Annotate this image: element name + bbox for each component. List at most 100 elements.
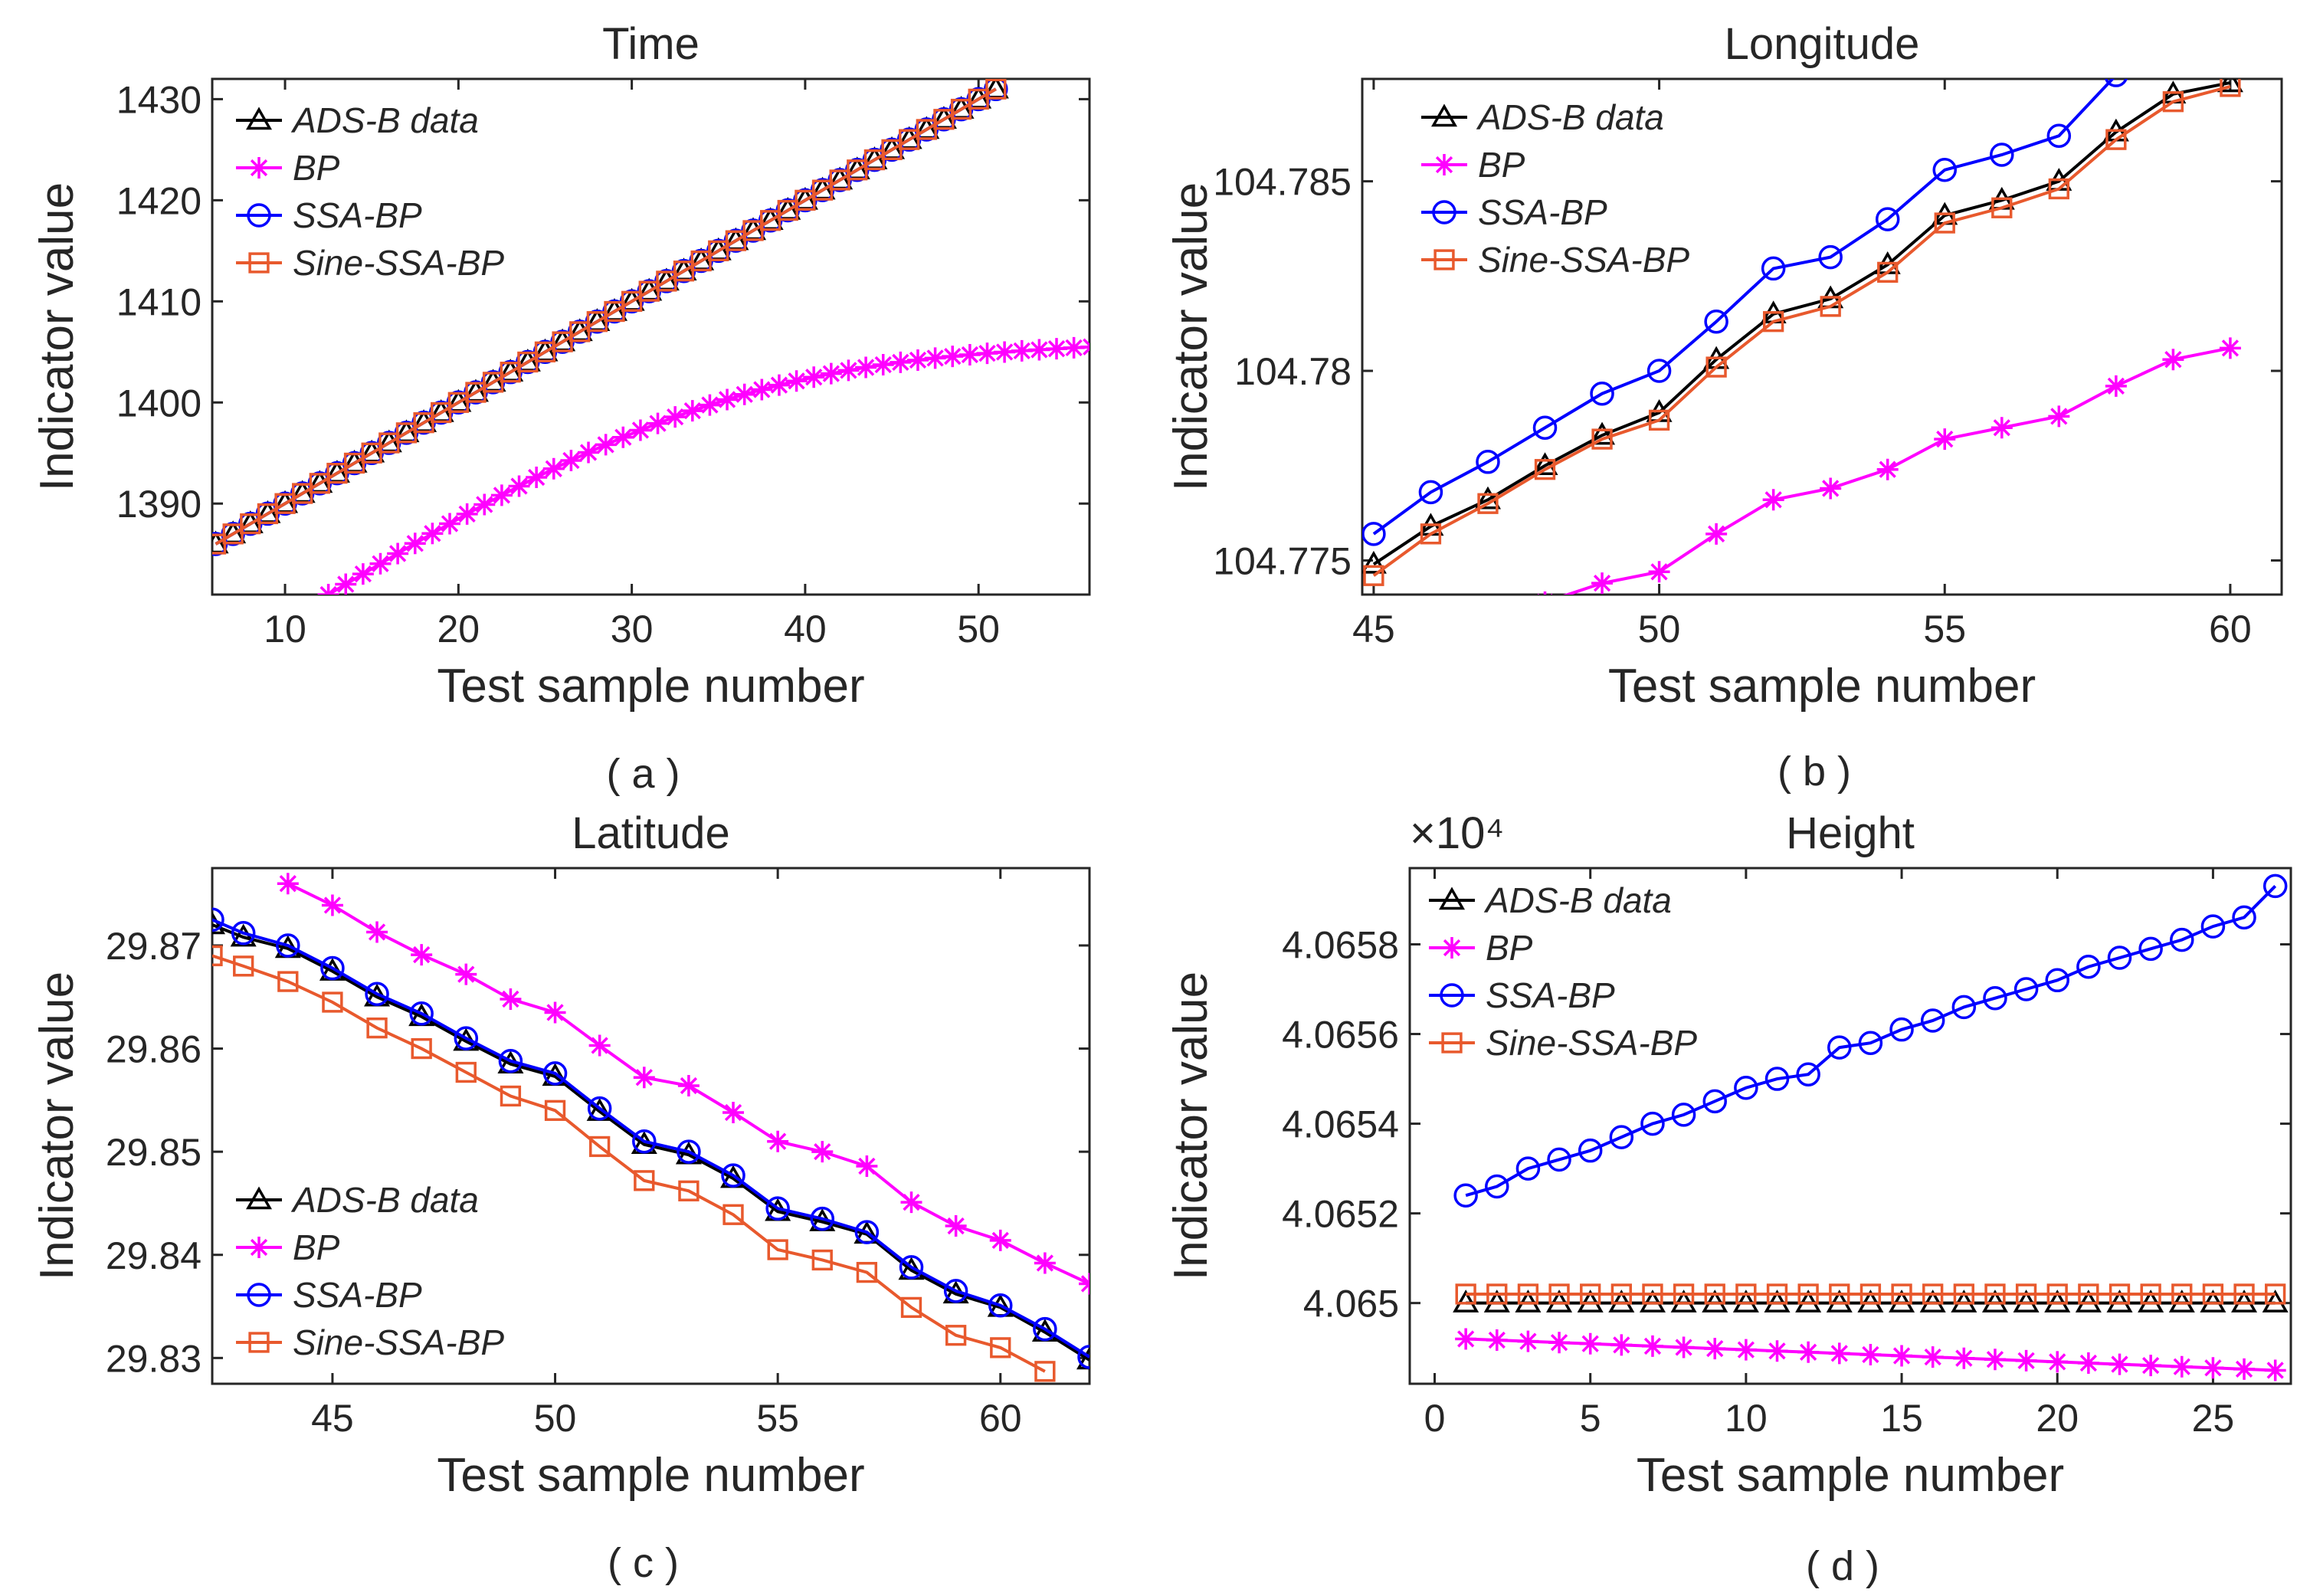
data-point: [1818, 244, 1843, 270]
data-point: [633, 1067, 655, 1089]
data-point: [1762, 489, 1784, 511]
legend-label: Sine-SSA-BP: [293, 243, 504, 283]
data-point: [1011, 339, 1033, 362]
series-line: [212, 954, 1046, 1373]
data-point: [2075, 1290, 2102, 1313]
data-point: [1934, 212, 1955, 234]
data-point: [2046, 1283, 2068, 1305]
data-point: [1077, 1345, 1089, 1369]
data-point: [1829, 1283, 1850, 1305]
data-point: [629, 419, 651, 441]
data-point: [1857, 1290, 1884, 1313]
data-point: [2202, 1283, 2224, 1305]
y-tick-label: 4.0654: [1282, 1103, 1399, 1146]
data-point: [1891, 1283, 1912, 1305]
data-point: [721, 1163, 745, 1188]
data-point: [2045, 968, 2069, 993]
data-point: [2108, 1353, 2131, 1375]
y-tick-label: 4.0652: [1282, 1193, 1399, 1236]
data-point: [2106, 1290, 2133, 1313]
data-point: [2046, 1351, 2069, 1373]
data-point: [1589, 421, 1616, 445]
data-point: [455, 1061, 477, 1083]
data-point: [900, 1296, 922, 1319]
legend-marker: [248, 1237, 270, 1258]
data-point: [1591, 428, 1613, 450]
legend-marker: [1438, 886, 1466, 910]
panel-caption: ( b ): [1778, 749, 1851, 795]
data-point: [942, 346, 964, 368]
data-point: [2015, 1283, 2037, 1305]
legend-label: BP: [293, 1227, 340, 1267]
data-point: [677, 1075, 700, 1097]
data-point: [2048, 405, 2070, 428]
x-tick-label: 55: [756, 1397, 799, 1440]
legend: ADS-B data BP SSA-BP Sine-SSA-BP: [236, 100, 504, 283]
data-point: [1797, 1341, 1820, 1363]
series-ssa-bp: [1362, 79, 2128, 546]
data-point: [1859, 1343, 1882, 1365]
data-point: [1455, 1283, 1476, 1305]
data-point: [945, 1325, 967, 1346]
x-tick-label: 45: [1352, 608, 1395, 651]
data-point: [2171, 1355, 2193, 1378]
data-point: [2217, 79, 2243, 93]
legend-label: ADS-B data: [290, 1180, 479, 1220]
x-tick-label: 30: [611, 608, 654, 651]
data-point: [1474, 486, 1501, 510]
data-point: [1984, 1349, 2006, 1371]
x-tick-label: 0: [1424, 1397, 1446, 1440]
data-point: [589, 1136, 611, 1158]
plot-frame: [211, 867, 1091, 1385]
data-point: [404, 533, 426, 555]
data-point: [2048, 178, 2069, 200]
y-tick-label: 4.0658: [1282, 923, 1399, 966]
data-point: [1920, 1008, 1945, 1033]
legend-marker: [245, 107, 273, 130]
data-point: [722, 1204, 744, 1225]
data-point: [1642, 1283, 1663, 1305]
data-point: [1076, 1346, 1089, 1370]
data-point: [2219, 337, 2241, 359]
data-point: [1609, 1125, 1634, 1149]
data-point: [455, 963, 477, 985]
data-point: [1734, 1076, 1758, 1100]
data-point: [699, 394, 721, 416]
data-point: [1735, 1339, 1757, 1361]
panel-caption: ( a ): [606, 751, 680, 797]
data-point: [2220, 79, 2241, 97]
data-point: [767, 1130, 789, 1152]
y-tick-label: 1390: [116, 483, 202, 526]
data-point: [2046, 123, 2072, 148]
y-tick-label: 29.86: [106, 1028, 202, 1071]
data-point: [1859, 1283, 1882, 1305]
data-point: [366, 1017, 388, 1039]
chart-title: Longitude: [1725, 19, 1920, 69]
x-axis-label: Test sample number: [437, 660, 864, 713]
series-sine-ssa-bp: [212, 945, 1056, 1382]
data-point: [1984, 1283, 2006, 1305]
data-point: [1820, 477, 1842, 500]
data-point: [1889, 1290, 1915, 1313]
data-point: [409, 1001, 434, 1026]
data-point: [2013, 977, 2039, 1001]
data-point: [2171, 1283, 2193, 1305]
legend-marker: [245, 1186, 273, 1210]
legend-label: SSA-BP: [1486, 975, 1615, 1015]
data-point: [1828, 1342, 1850, 1365]
legend-marker: [247, 1283, 271, 1307]
data-point: [1453, 1183, 1478, 1208]
data-point: [1362, 550, 1387, 574]
data-point: [454, 1026, 479, 1050]
data-point: [1577, 1290, 1604, 1313]
plot-frame: [211, 77, 1091, 596]
data-point: [588, 1034, 611, 1057]
x-tick-label: 40: [784, 608, 827, 651]
data-point: [1766, 1340, 1788, 1362]
data-point: [1981, 1290, 2008, 1313]
data-point: [2232, 905, 2256, 930]
x-tick-label: 50: [957, 608, 1000, 651]
series-sine-ssa-bp: [1363, 79, 2241, 586]
legend-label: SSA-BP: [293, 195, 422, 235]
data-point: [716, 388, 739, 411]
